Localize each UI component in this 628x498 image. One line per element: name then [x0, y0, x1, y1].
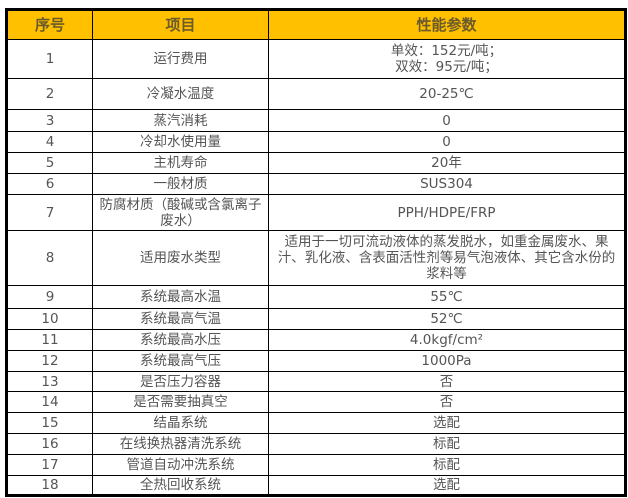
row-number: 13 [6, 371, 93, 392]
row-value: 55℃ [268, 285, 626, 309]
row-item: 是否需要抽真空 [92, 391, 269, 413]
row-value: 否 [268, 391, 626, 413]
row-item: 防腐材质（酸碱或含氯离子废水） [92, 194, 269, 231]
table-row: 8 适用废水类型 适用于一切可流动液体的蒸发脱水，如重金属废水、果汁、乳化液、含表面… [6, 230, 626, 286]
row-item: 全热回收系统 [92, 475, 269, 496]
row-value: 20-25℃ [268, 78, 626, 110]
row-number: 2 [6, 78, 93, 110]
row-item: 系统最高水压 [92, 329, 269, 351]
row-value: 1000Pa [268, 350, 626, 372]
row-item: 冷却水使用量 [92, 131, 269, 153]
row-number: 3 [6, 109, 93, 132]
performance-table: 序号 项目 性能参数 1 运行费用 单效：152元/吨； 双效：95元/吨； 2 冷凝水… [5, 8, 627, 497]
header-item: 项目 [92, 9, 269, 40]
row-item: 运行费用 [92, 39, 269, 79]
row-value: 0 [268, 109, 626, 132]
table-row: 3 蒸汽消耗 0 [6, 109, 626, 132]
table-row: 11 系统最高水压 4.0kgf/cm² [6, 329, 626, 351]
table-row: 13 是否压力容器否 [6, 371, 626, 392]
table-row: 16 在线换热器清洗系统 标配 [6, 433, 626, 455]
header-value: 性能参数 [268, 9, 626, 40]
row-value: 20年 [268, 152, 626, 174]
row-number: 1 [6, 39, 93, 79]
header-no: 序号 [6, 9, 93, 40]
row-item: 一般材质 [92, 173, 269, 195]
header-row: 序号 项目 性能参数 [6, 9, 626, 40]
row-number: 12 [6, 350, 93, 372]
table-row: 1 运行费用 单效：152元/吨； 双效：95元/吨； [6, 39, 626, 79]
row-number: 18 [6, 475, 93, 496]
row-value: 4.0kgf/cm² [268, 329, 626, 351]
row-number: 16 [6, 433, 93, 455]
row-number: 6 [6, 173, 93, 195]
row-number: 8 [6, 230, 93, 286]
row-item: 系统最高水温 [92, 285, 269, 309]
row-value: 选配 [268, 475, 626, 496]
table-row: 15 结晶系统 选配 [6, 412, 626, 434]
row-item: 在线换热器清洗系统 [92, 433, 269, 455]
row-item: 冷凝水温度 [92, 78, 269, 110]
row-value: 0 [268, 131, 626, 153]
row-value: 52℃ [268, 308, 626, 330]
row-item: 系统最高气压 [92, 350, 269, 372]
table-row: 17 管道自动冲洗系统 标配 [6, 454, 626, 476]
table-row: 10 系统最高气温 52℃ [6, 308, 626, 330]
row-number: 10 [6, 308, 93, 330]
table-row: 18 全热回收系统 选配 [6, 475, 626, 496]
table-row: 4 冷却水使用量 0 [6, 131, 626, 153]
table-row: 5 主机寿命 20年 [6, 152, 626, 174]
table-row: 2 冷凝水温度 20-25℃ [6, 78, 626, 110]
row-number: 4 [6, 131, 93, 153]
row-number: 15 [6, 412, 93, 434]
row-value: 标配 [268, 454, 626, 476]
row-item: 是否压力容器 [92, 371, 269, 392]
table-row: 14 是否需要抽真空否 [6, 391, 626, 413]
table-row: 6 一般材质 SUS304 [6, 173, 626, 195]
row-item: 主机寿命 [92, 152, 269, 174]
row-number: 7 [6, 194, 93, 231]
table-row: 12 系统最高气压 1000Pa [6, 350, 626, 372]
row-value: PPH/HDPE/FRP [268, 194, 626, 231]
row-number: 17 [6, 454, 93, 476]
row-number: 14 [6, 391, 93, 413]
row-value: 单效：152元/吨； 双效：95元/吨； [268, 39, 626, 79]
row-number: 11 [6, 329, 93, 351]
row-item: 结晶系统 [92, 412, 269, 434]
table-row: 9 系统最高水温 55℃ [6, 285, 626, 309]
row-item: 蒸汽消耗 [92, 109, 269, 132]
row-number: 5 [6, 152, 93, 174]
row-item: 适用废水类型 [92, 230, 269, 286]
row-value: 适用于一切可流动液体的蒸发脱水，如重金属废水、果汁、乳化液、含表面活性剂等易气泡… [268, 230, 626, 286]
row-value: 否 [268, 371, 626, 392]
row-item: 管道自动冲洗系统 [92, 454, 269, 476]
row-value: 标配 [268, 433, 626, 455]
row-value: SUS304 [268, 173, 626, 195]
row-item: 系统最高气温 [92, 308, 269, 330]
row-value: 选配 [268, 412, 626, 434]
row-number: 9 [6, 285, 93, 309]
table-row: 7 防腐材质（酸碱或含氯离子废水） PPH/HDPE/FRP [6, 194, 626, 231]
